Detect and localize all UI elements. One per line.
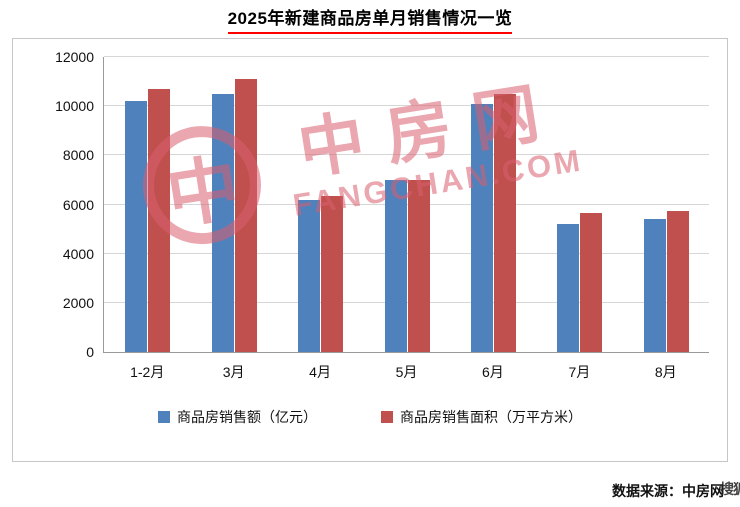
y-tick-label: 0	[86, 344, 94, 360]
gridline	[104, 105, 709, 107]
bar	[125, 101, 148, 352]
legend-swatch	[381, 411, 393, 423]
x-tick-label: 8月	[654, 364, 677, 380]
title-bar: 2025年新建商品房单月销售情况一览	[0, 4, 740, 34]
bar	[470, 103, 493, 352]
caption-watermark-text: 搜狐号@搜狐焦点深圳站	[720, 481, 740, 497]
bar	[234, 79, 257, 352]
bar	[298, 199, 321, 352]
y-tick-label: 4000	[62, 245, 94, 262]
gridline	[104, 252, 709, 254]
page-title: 2025年新建商品房单月销售情况一览	[227, 4, 513, 34]
source-caption: 数据来源：中房网 搜狐号@搜狐焦点深圳站	[612, 481, 740, 501]
x-tick-label: 7月	[568, 364, 591, 380]
bar	[148, 88, 171, 352]
y-tick-label: 10000	[55, 98, 94, 115]
x-tick-label: 1-2月	[130, 364, 165, 380]
bar	[557, 224, 580, 352]
gridline	[104, 56, 709, 57]
gridline	[104, 203, 709, 205]
chart-container: 0 2000 4000 6000 8000 10000 12000 1-2月 3月 4月 5月 6月 7…	[12, 38, 728, 462]
y-tick-label: 6000	[62, 196, 94, 213]
legend-label: 商品房销售面积（万平方米）	[400, 409, 582, 425]
legend-item: 商品房销售面积（万平方米）	[381, 407, 582, 427]
bar	[384, 179, 407, 352]
bar	[580, 213, 603, 352]
y-tick-label: 12000	[55, 49, 94, 65]
x-tick-label: 3月	[222, 364, 245, 380]
gridline	[104, 301, 709, 303]
source-caption-text: 数据来源：中房网	[612, 483, 724, 499]
y-tick-label: 2000	[62, 294, 94, 311]
bar	[407, 179, 430, 352]
x-tick-label: 4月	[309, 364, 331, 380]
bar	[493, 93, 516, 352]
bar	[321, 195, 344, 352]
y-tick-label: 8000	[62, 147, 94, 164]
plot-area: 0 2000 4000 6000 8000 10000 12000 1-2月 3月 4月 5月 6月 7…	[55, 49, 709, 380]
legend-item: 商品房销售额（亿元）	[158, 407, 317, 427]
gridline	[104, 154, 709, 156]
legend-label: 商品房销售额（亿元）	[177, 409, 317, 425]
bar	[211, 93, 234, 352]
bar	[666, 210, 689, 352]
chart-legend: 商品房销售额（亿元） 商品房销售面积（万平方米）	[13, 407, 727, 427]
legend-swatch	[158, 411, 170, 423]
x-tick-label: 5月	[395, 364, 418, 380]
x-tick-label: 6月	[482, 364, 504, 380]
bar	[643, 219, 666, 352]
